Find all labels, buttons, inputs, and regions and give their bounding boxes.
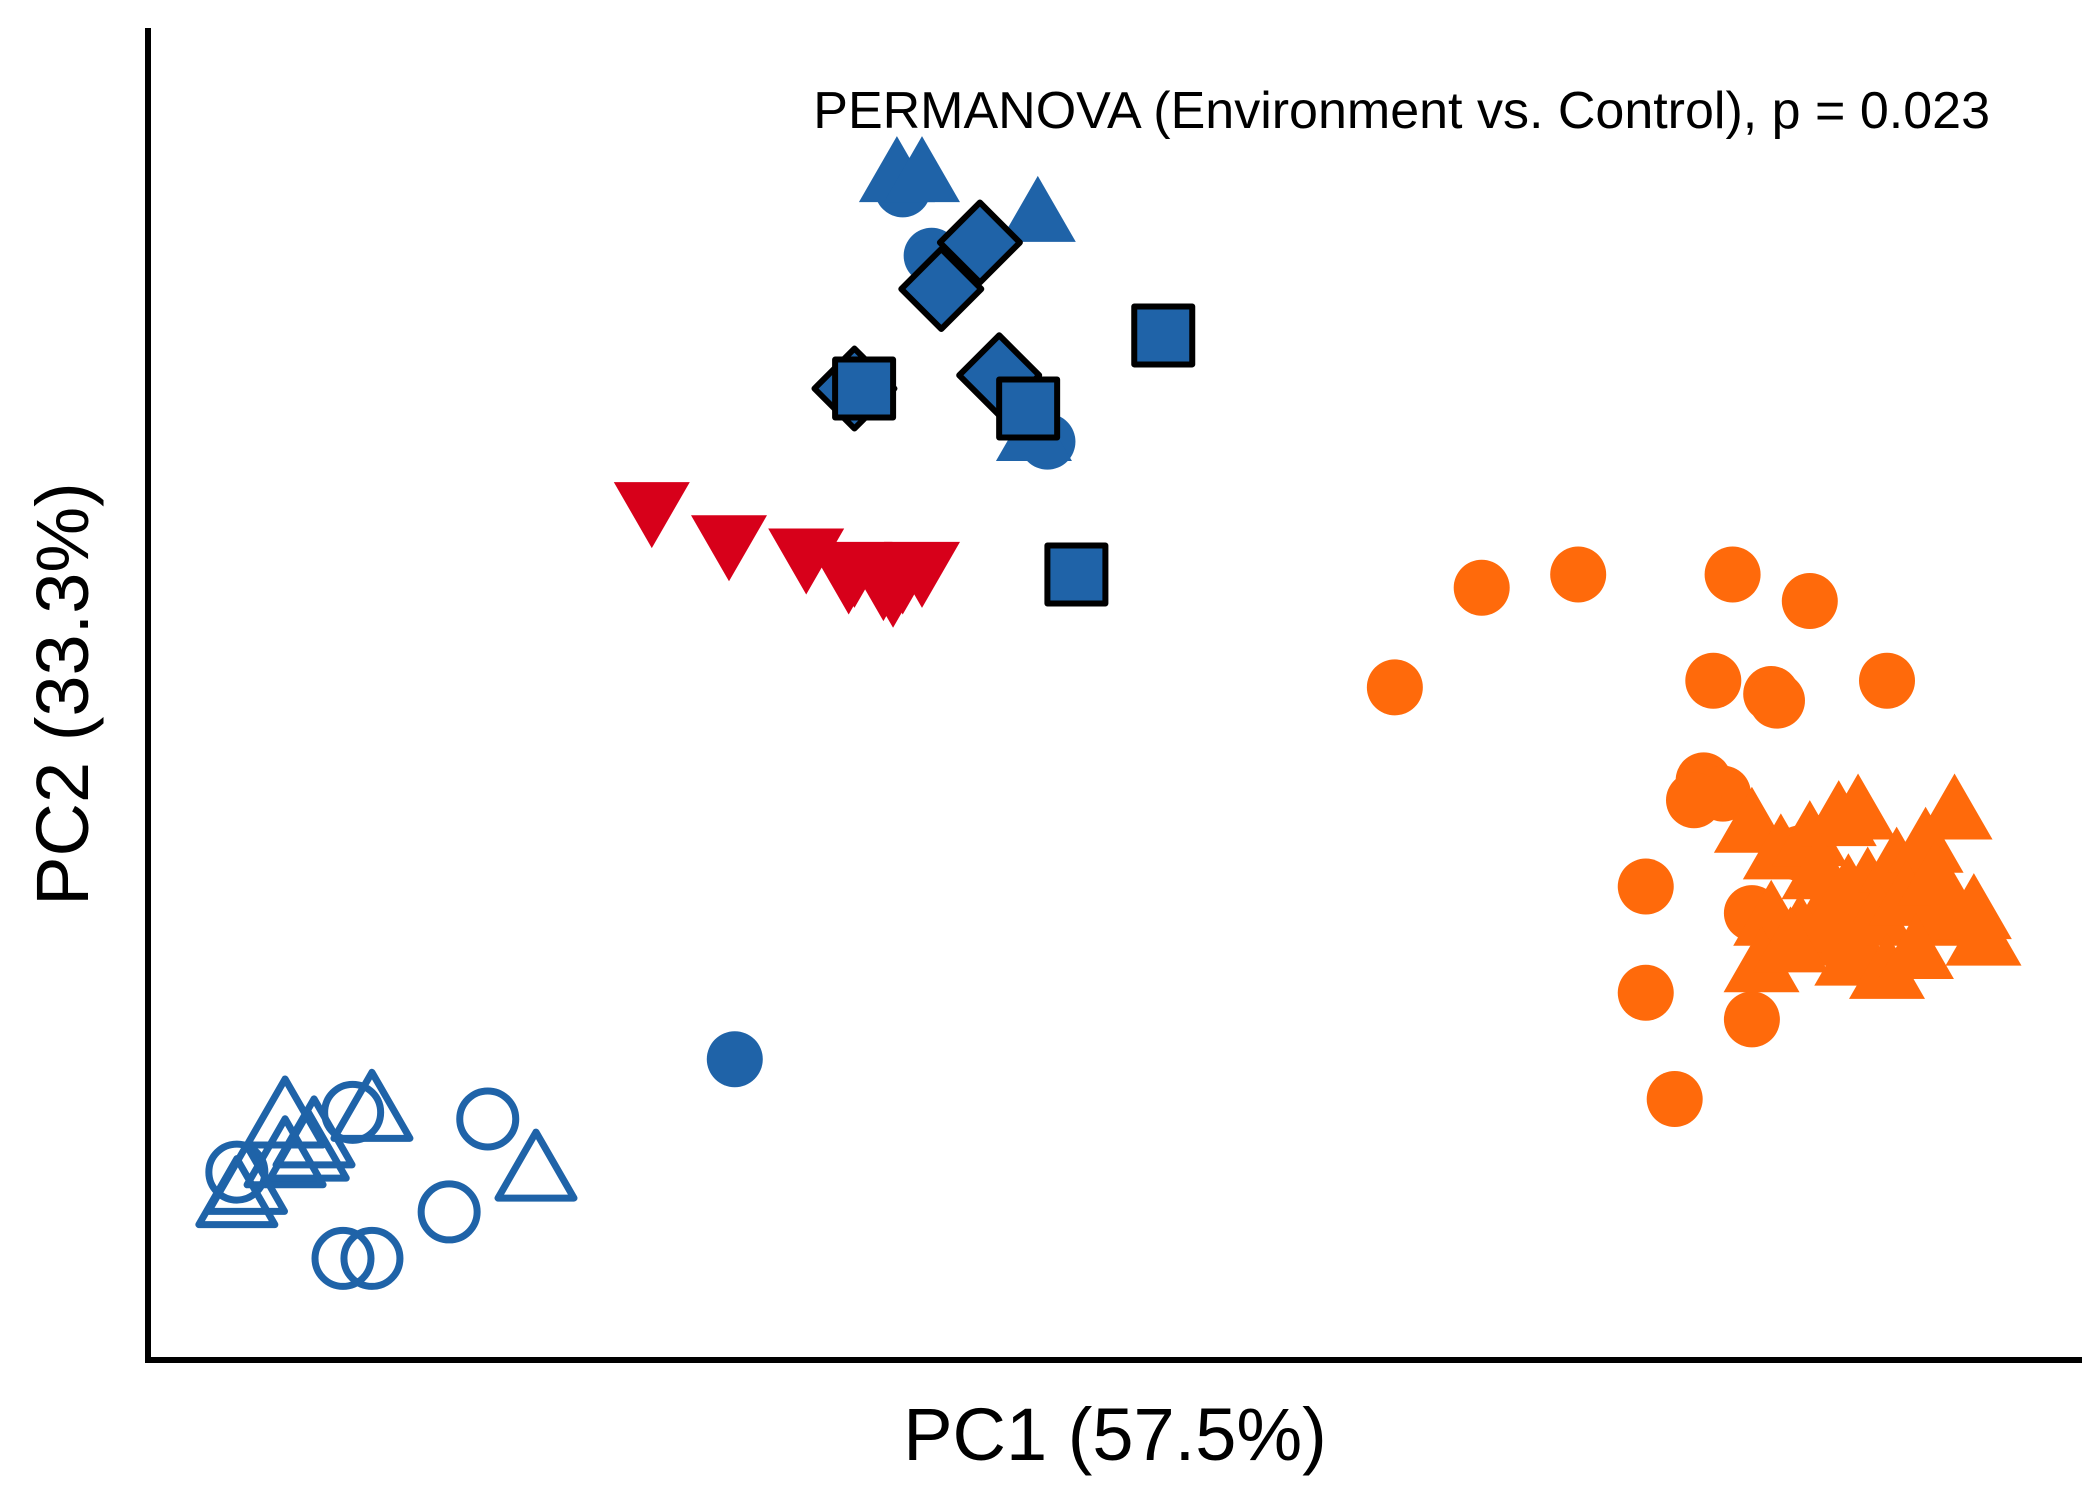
data-point-triangle-up-1-1: [884, 136, 960, 203]
data-point-triangle-up-open-8-6: [195, 1155, 279, 1229]
data-point-square-3-1: [832, 356, 897, 421]
data-point-diamond-2-0: [936, 199, 1023, 286]
data-point-square-3-2: [996, 376, 1061, 441]
data-point-circle-open-7-5: [340, 1226, 404, 1290]
data-point-triangle-up-open-8-7: [494, 1128, 578, 1202]
data-point-triangle-up-6-11: [1916, 773, 1993, 840]
data-point-triangle-up-open-8-3: [266, 1108, 350, 1182]
data-point-circle-5-2: [1704, 546, 1761, 603]
data-point-triangle-down-4-1: [691, 515, 767, 582]
data-point-triangle-up-1-2: [999, 175, 1076, 242]
data-point-triangle-up-open-8-4: [243, 1115, 327, 1189]
data-point-circle-5-1: [1550, 546, 1607, 603]
data-point-triangle-down-4-0: [613, 482, 690, 549]
data-point-circle-open-7-3: [417, 1180, 481, 1244]
data-point-square-3-0: [1131, 303, 1196, 368]
y-axis-title: PC2 (33.3%): [21, 482, 104, 906]
permanova-annotation: PERMANOVA (Environment vs. Control), p =…: [813, 82, 1990, 140]
data-point-circle-5-16: [1723, 991, 1780, 1048]
data-point-triangle-up-open-8-1: [330, 1068, 414, 1142]
x-axis-title: PC1 (57.5%): [903, 1393, 1327, 1476]
data-point-circle-5-0: [1453, 559, 1510, 616]
data-point-square-3-3: [1044, 542, 1109, 607]
data-point-circle-5-11: [1666, 772, 1722, 829]
data-point-diamond-2-1: [898, 245, 985, 332]
data-point-circle-0-3: [706, 1031, 763, 1088]
data-point-triangle-up-6-4: [1820, 773, 1897, 840]
data-points: [195, 136, 2022, 1290]
data-point-triangle-up-6-21: [1945, 899, 2022, 966]
data-point-triangle-up-6-26: [1877, 912, 1954, 979]
data-point-circle-open-7-2: [456, 1087, 520, 1151]
data-point-circle-5-8: [1859, 652, 1915, 709]
data-point-circle-5-3: [1781, 573, 1838, 630]
data-point-triangle-down-4-7: [884, 541, 960, 608]
data-point-circle-5-7: [1748, 672, 1805, 729]
data-point-circle-5-4: [1366, 659, 1423, 716]
data-point-triangle-up-6-23: [1752, 906, 1829, 973]
data-point-circle-5-17: [1646, 1071, 1703, 1128]
data-point-circle-5-12: [1617, 858, 1674, 915]
data-point-triangle-down-4-8: [810, 548, 887, 615]
data-point-circle-5-15: [1617, 964, 1674, 1021]
data-point-triangle-up-6-18: [1897, 839, 1974, 906]
data-point-circle-5-5: [1685, 652, 1742, 709]
data-point-circle-open-7-4: [311, 1226, 375, 1290]
